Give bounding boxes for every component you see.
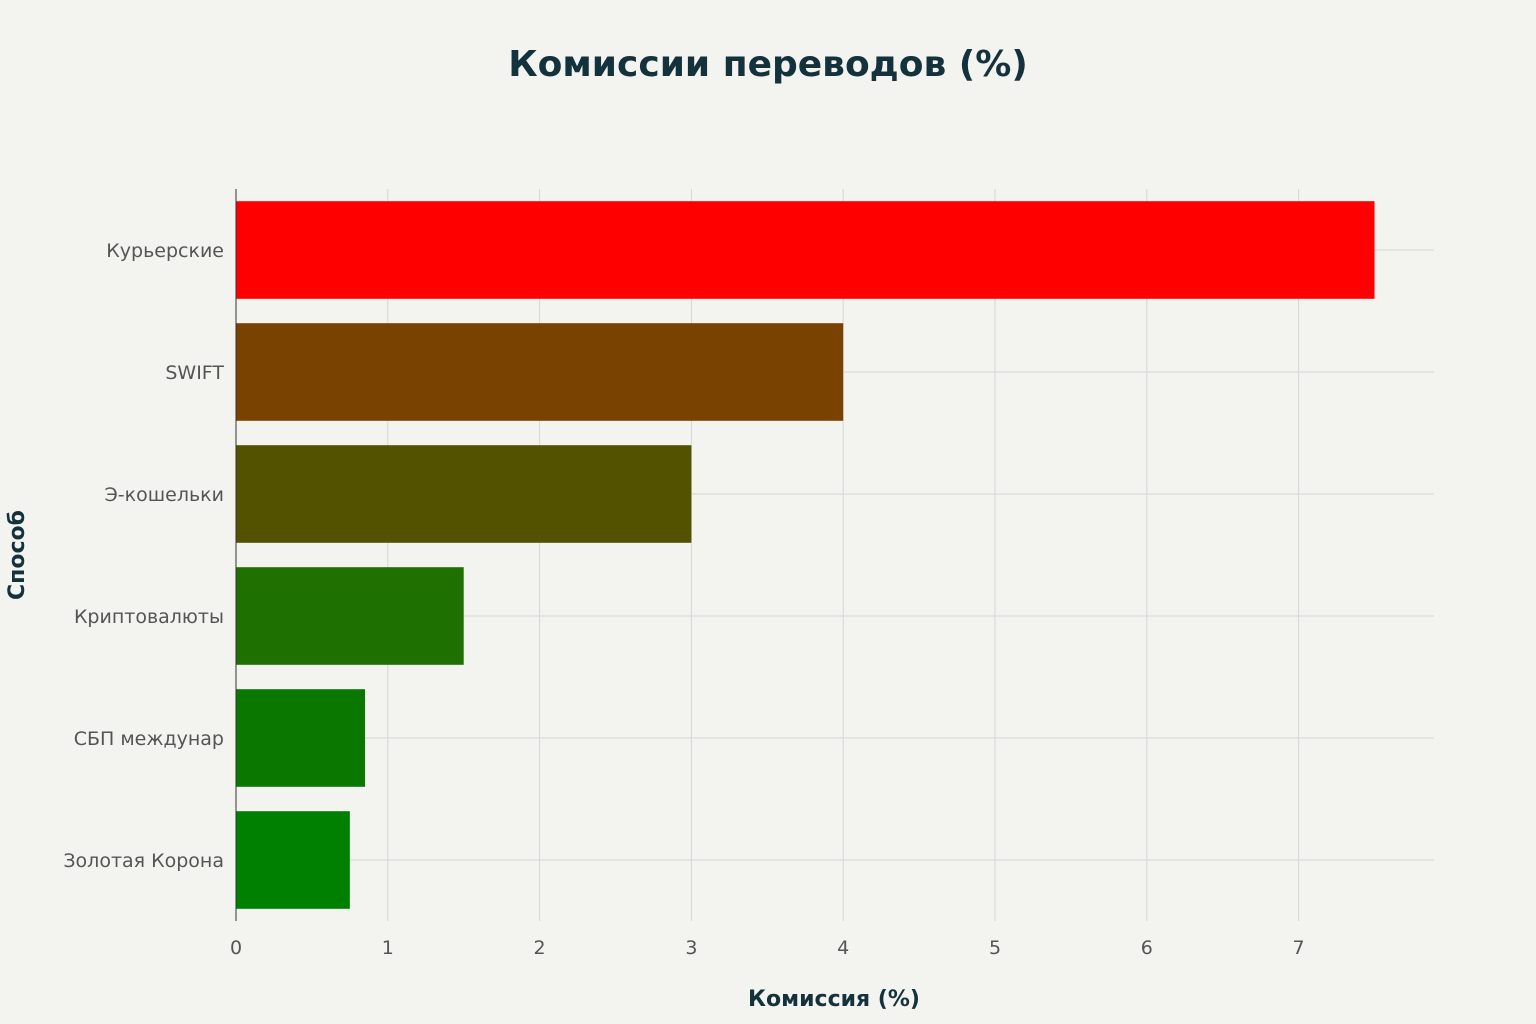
bar — [236, 811, 350, 909]
bar — [236, 201, 1375, 299]
y-tick-label: Курьерские — [106, 240, 224, 262]
x-tick-label: 7 — [1293, 937, 1305, 959]
x-tick-label: 6 — [1141, 937, 1153, 959]
x-axis-title: Комиссия (%) — [748, 987, 920, 1012]
x-tick-label: 5 — [989, 937, 1001, 959]
bar — [236, 567, 464, 665]
y-tick-label: Э-кошельки — [105, 484, 224, 506]
x-tick-label: 0 — [230, 937, 242, 959]
x-tick-label: 1 — [382, 937, 394, 959]
bar — [236, 689, 366, 787]
chart-title: Комиссии переводов (%) — [508, 44, 1028, 85]
y-tick-label: Золотая Корона — [63, 850, 224, 872]
y-axis-title: Способ — [5, 510, 30, 600]
y-tick-label: Криптовалюты — [74, 606, 224, 628]
bars — [236, 201, 1375, 909]
y-tick-label: СБП междунар — [74, 728, 224, 750]
x-tick-label: 3 — [685, 937, 697, 959]
x-tick-label: 2 — [534, 937, 546, 959]
y-tick-label: SWIFT — [165, 362, 224, 384]
bar — [236, 323, 844, 421]
y-axis-ticks: Курьерские SWIFT Э-кошельки Криптовалюты СБП… — [63, 240, 224, 872]
bar — [236, 445, 692, 543]
x-tick-label: 4 — [837, 937, 849, 959]
x-axis-ticks: 0 1 2 3 4 5 6 7 — [230, 937, 1305, 959]
